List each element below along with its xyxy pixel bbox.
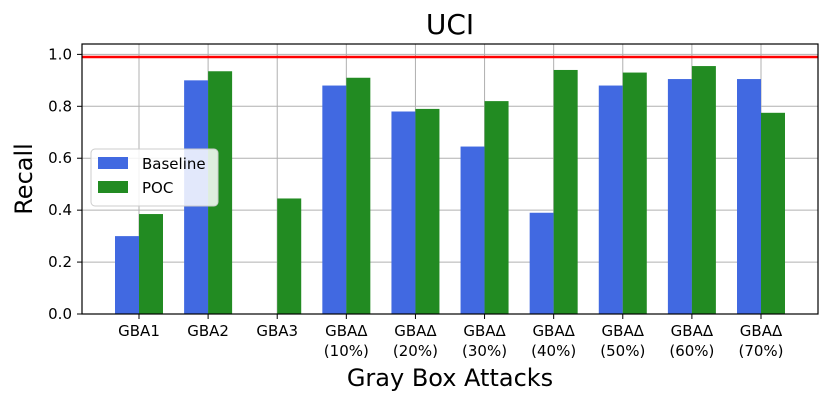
bar-baseline (529, 212, 554, 314)
x-ticks: GBA1 GBA2 GBA3 GBAΔ (10%) GBAΔ (20%) GBAΔ (30%) G… (118, 314, 784, 360)
bar-baseline (391, 111, 416, 314)
bar-baseline (460, 146, 485, 314)
y-tick-label: 0.0 (48, 305, 72, 323)
y-tick-label: 0.6 (48, 149, 72, 167)
x-tick-label: (20%) (393, 342, 438, 360)
y-tick-label: 0.2 (48, 253, 72, 271)
bar-poc (553, 69, 578, 314)
bar-poc (761, 112, 785, 314)
bar-baseline (115, 236, 139, 314)
chart-title: UCI (426, 8, 474, 41)
bar-baseline (322, 85, 347, 315)
y-axis-label: Recall (10, 143, 38, 215)
legend-label: Baseline (142, 155, 206, 173)
bar-poc (415, 108, 440, 315)
x-tick-label: GBAΔ (325, 322, 368, 340)
x-tick-label: GBA2 (187, 322, 229, 340)
legend: Baseline POC (90, 148, 219, 207)
bar-poc (622, 72, 647, 314)
y-tick-label: 0.8 (48, 97, 72, 115)
bar-poc (691, 66, 716, 314)
legend-label: POC (142, 179, 173, 197)
bar-poc (277, 198, 302, 314)
x-tick-label: GBAΔ (602, 322, 645, 340)
x-tick-label: GBA3 (256, 322, 298, 340)
x-tick-label: (40%) (531, 342, 576, 360)
x-tick-label: GBA1 (118, 322, 160, 340)
bar-baseline (667, 79, 692, 314)
x-tick-label: GBAΔ (740, 322, 783, 340)
bars (115, 66, 785, 315)
x-tick-label: GBAΔ (671, 322, 714, 340)
bar-poc (139, 214, 163, 314)
y-tick-label: 0.4 (48, 201, 72, 219)
x-tick-label: (30%) (462, 342, 507, 360)
y-ticks: 0.0 0.2 0.4 0.6 0.8 1.0 (48, 45, 82, 323)
x-tick-label: (50%) (600, 342, 645, 360)
x-tick-label: GBAΔ (463, 322, 506, 340)
x-tick-label: GBAΔ (532, 322, 575, 340)
legend-swatch (98, 157, 128, 169)
x-tick-label: (60%) (669, 342, 714, 360)
bar-baseline (598, 85, 623, 315)
x-tick-label: (70%) (738, 342, 783, 360)
x-axis-label: Gray Box Attacks (347, 364, 553, 392)
x-tick-label: (10%) (324, 342, 369, 360)
bar-baseline (737, 79, 761, 314)
bar-poc (346, 77, 371, 314)
bar-poc (484, 101, 509, 314)
y-tick-label: 1.0 (48, 45, 72, 63)
x-tick-label: GBAΔ (394, 322, 437, 340)
plot-frame (81, 43, 819, 315)
legend-swatch (98, 181, 128, 193)
